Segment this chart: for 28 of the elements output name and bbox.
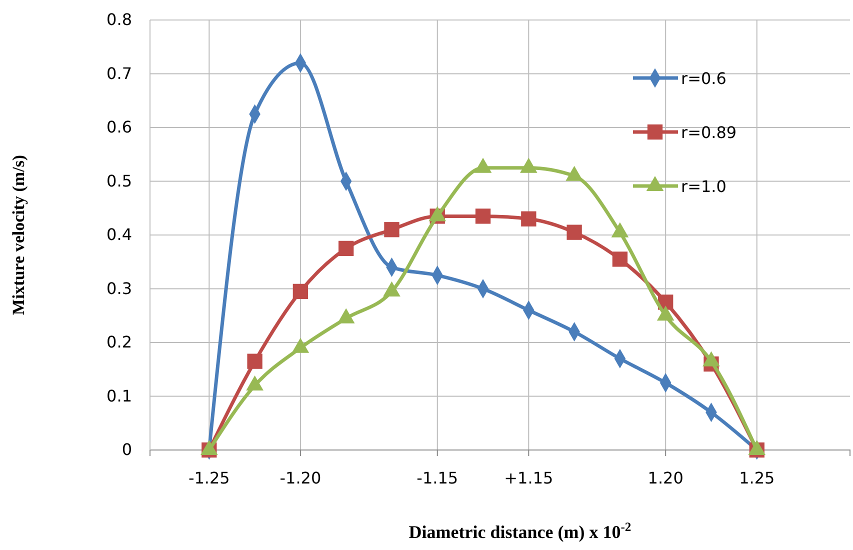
x-axis-title: Diametric distance (m) x 10$^{-2}$ — [408, 520, 632, 542]
point — [566, 224, 582, 240]
legend-label: r=0.89 — [681, 123, 737, 142]
x-tick-label: +1.15 — [504, 468, 554, 488]
x-tick-label: 1.20 — [648, 468, 684, 488]
point — [521, 211, 536, 226]
point — [338, 240, 354, 256]
y-axis-title: Mixture velocity (m/s) — [9, 154, 28, 316]
y-tick-label: 0 — [122, 440, 132, 460]
y-tick-label: 0.8 — [106, 10, 132, 30]
y-tick-label: 0.1 — [106, 386, 132, 406]
point — [612, 252, 628, 267]
point — [292, 284, 308, 300]
y-tick-label: 0.3 — [106, 278, 132, 298]
x-tick-label: -1.15 — [416, 468, 458, 488]
y-tick-label: 0.6 — [106, 118, 132, 137]
legend-label: r=0.6 — [681, 69, 726, 88]
y-tick-label: 0.2 — [106, 332, 132, 352]
point — [384, 222, 400, 238]
y-tick-label: 0.7 — [106, 64, 132, 83]
x-tick-label: 1.25 — [739, 468, 775, 488]
y-tick-label: 0.4 — [106, 225, 132, 244]
y-tick-label: 0.5 — [106, 171, 132, 190]
point — [247, 354, 262, 369]
x-tick-label: -1.20 — [280, 468, 322, 488]
x-tick-label: -1.25 — [188, 468, 230, 488]
legend-label: r=1.0 — [681, 177, 726, 196]
point — [475, 208, 491, 224]
